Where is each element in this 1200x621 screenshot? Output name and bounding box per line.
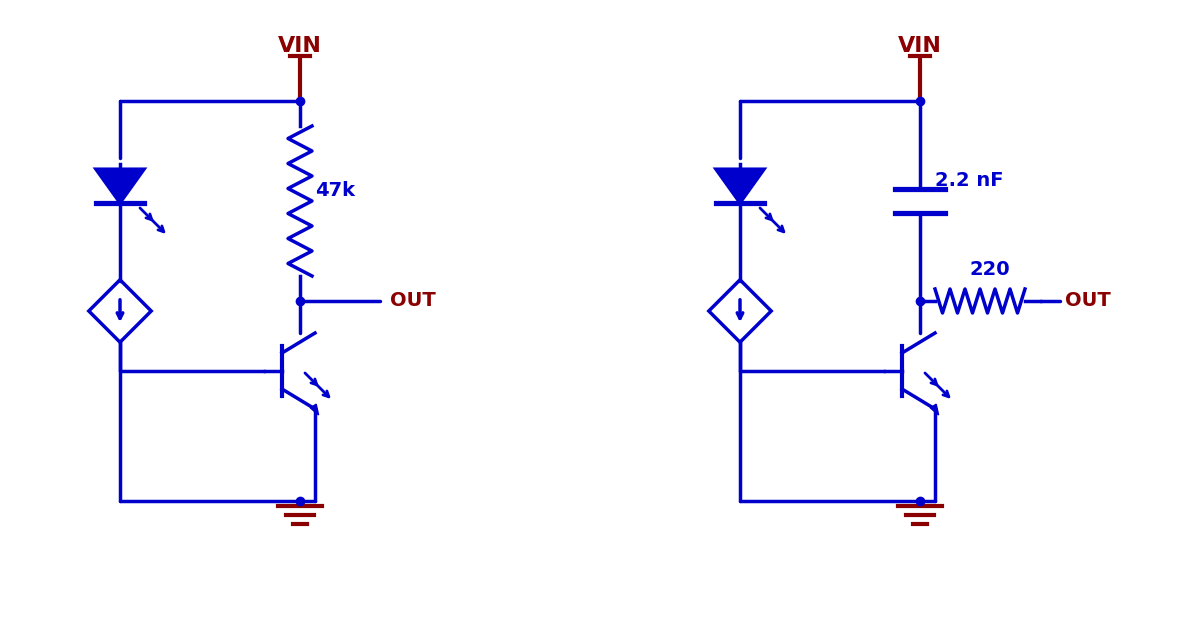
Text: VIN: VIN (898, 36, 942, 56)
Text: OUT: OUT (390, 291, 436, 310)
Text: 47k: 47k (314, 181, 355, 201)
Polygon shape (716, 169, 764, 203)
Polygon shape (96, 169, 144, 203)
Text: 2.2 nF: 2.2 nF (935, 171, 1003, 191)
Text: 220: 220 (970, 260, 1010, 279)
Text: OUT: OUT (1064, 291, 1111, 310)
Polygon shape (930, 404, 938, 415)
Text: VIN: VIN (278, 36, 322, 56)
Polygon shape (310, 404, 319, 415)
